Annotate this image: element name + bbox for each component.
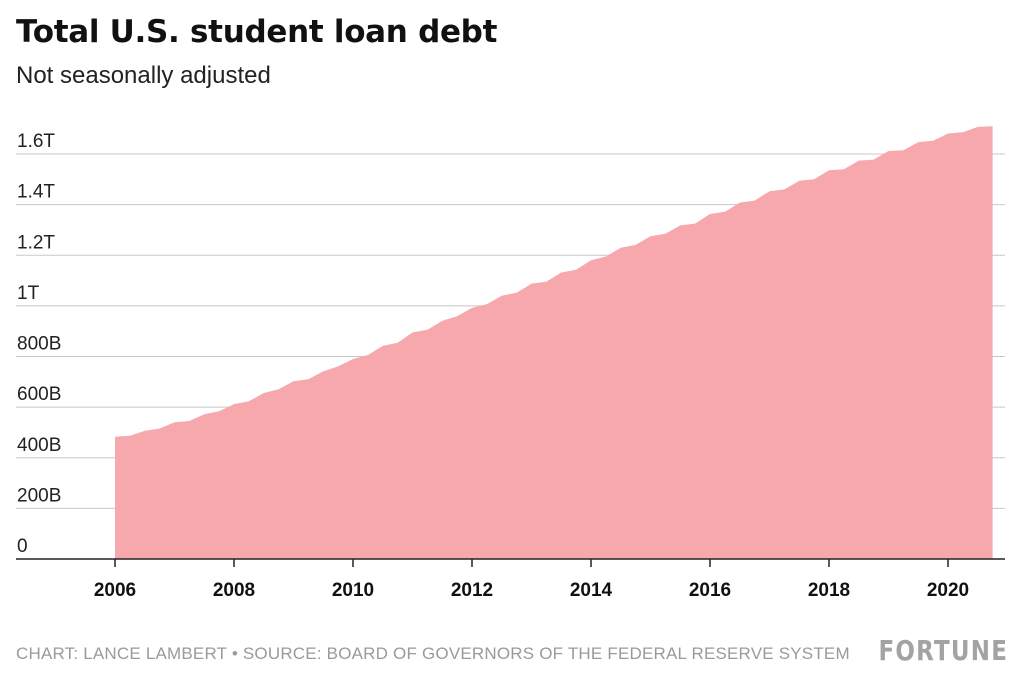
- x-tick-label: 2006: [94, 580, 136, 601]
- x-axis: 2006 2008 2010 2012 2014 2016 2018 2020: [16, 558, 1005, 601]
- fortune-logo: FORTUNE: [878, 634, 1008, 667]
- x-tick-label: 2018: [808, 580, 850, 601]
- area-series: [115, 126, 993, 559]
- x-tick-label: 2016: [689, 580, 731, 601]
- student-debt-area: [115, 126, 993, 559]
- y-tick-label: 1.4T: [17, 182, 55, 203]
- x-tick-label: 2020: [927, 580, 969, 601]
- x-tick-label: 2008: [213, 580, 255, 601]
- chart-title: Total U.S. student loan debt: [16, 14, 498, 50]
- y-tick-label: 0: [17, 536, 28, 557]
- x-tick-label: 2010: [332, 580, 374, 601]
- y-tick-label: 1.2T: [17, 232, 55, 253]
- y-tick-label: 1T: [17, 283, 40, 304]
- chart-subtitle: Not seasonally adjusted: [16, 62, 271, 89]
- y-tick-label: 400B: [17, 435, 61, 456]
- x-tick-label: 2012: [451, 580, 493, 601]
- y-tick-label: 200B: [17, 485, 61, 506]
- y-axis-labels: 0 200B 400B 600B 800B 1T 1.2T 1.4T 1.6T: [17, 131, 61, 557]
- y-tick-label: 1.6T: [17, 131, 55, 152]
- source-credit: CHART: LANCE LAMBERT • SOURCE: BOARD OF …: [16, 644, 850, 663]
- y-tick-label: 800B: [17, 334, 61, 355]
- x-tick-label: 2014: [570, 580, 613, 601]
- y-tick-label: 600B: [17, 384, 61, 405]
